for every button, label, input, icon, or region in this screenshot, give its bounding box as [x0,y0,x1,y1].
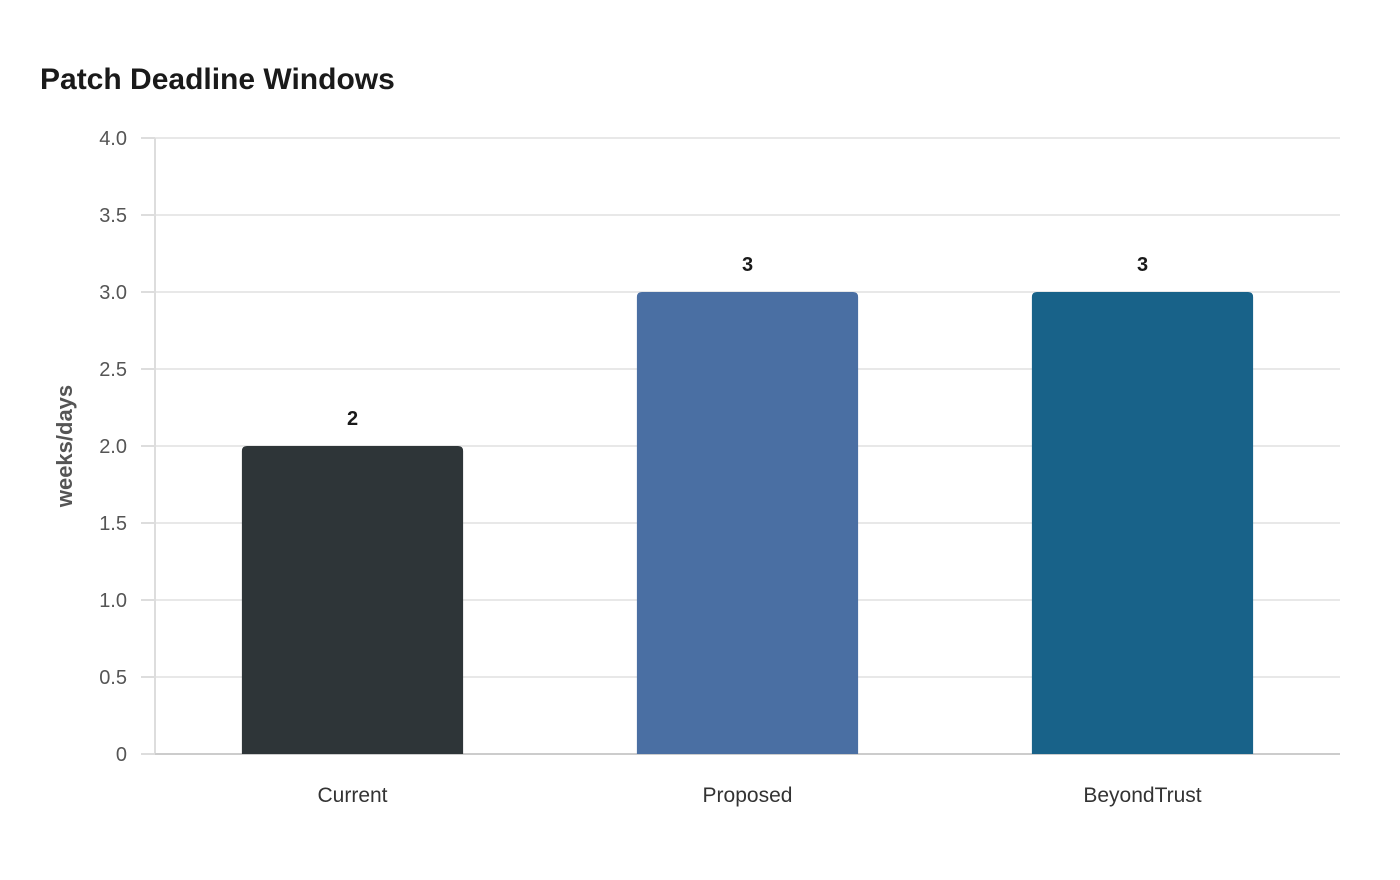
y-axis-title: weeks/days [52,385,77,508]
x-category-labels: Current Proposed BeyondTrust [317,784,1201,807]
y-tick-label: 0 [116,744,127,766]
y-tick-label: 0.5 [99,667,127,689]
y-tick-label: 3.5 [99,205,127,227]
bars [241,292,1254,754]
y-tick-label: 1.0 [99,590,127,612]
bar-beyondtrust [1031,292,1254,754]
x-category-label: BeyondTrust [1083,784,1201,807]
value-labels: 2 3 3 [347,254,1148,430]
value-label: 3 [1137,254,1148,276]
y-tick-label: 1.5 [99,513,127,535]
value-label: 2 [347,408,358,430]
y-tick-label: 3.0 [99,282,127,304]
value-label: 3 [742,254,753,276]
y-tick-label: 2.0 [99,436,127,458]
y-tick-label: 4.0 [99,128,127,150]
x-category-label: Proposed [703,784,793,807]
bar-proposed [636,292,859,754]
y-tick-labels: 0 0.5 1.0 1.5 2.0 2.5 3.0 3.5 4.0 [99,128,127,766]
chart-title: Patch Deadline Windows [40,63,395,96]
bar-current [241,446,464,754]
x-category-label: Current [317,784,387,807]
y-tick-label: 2.5 [99,359,127,381]
